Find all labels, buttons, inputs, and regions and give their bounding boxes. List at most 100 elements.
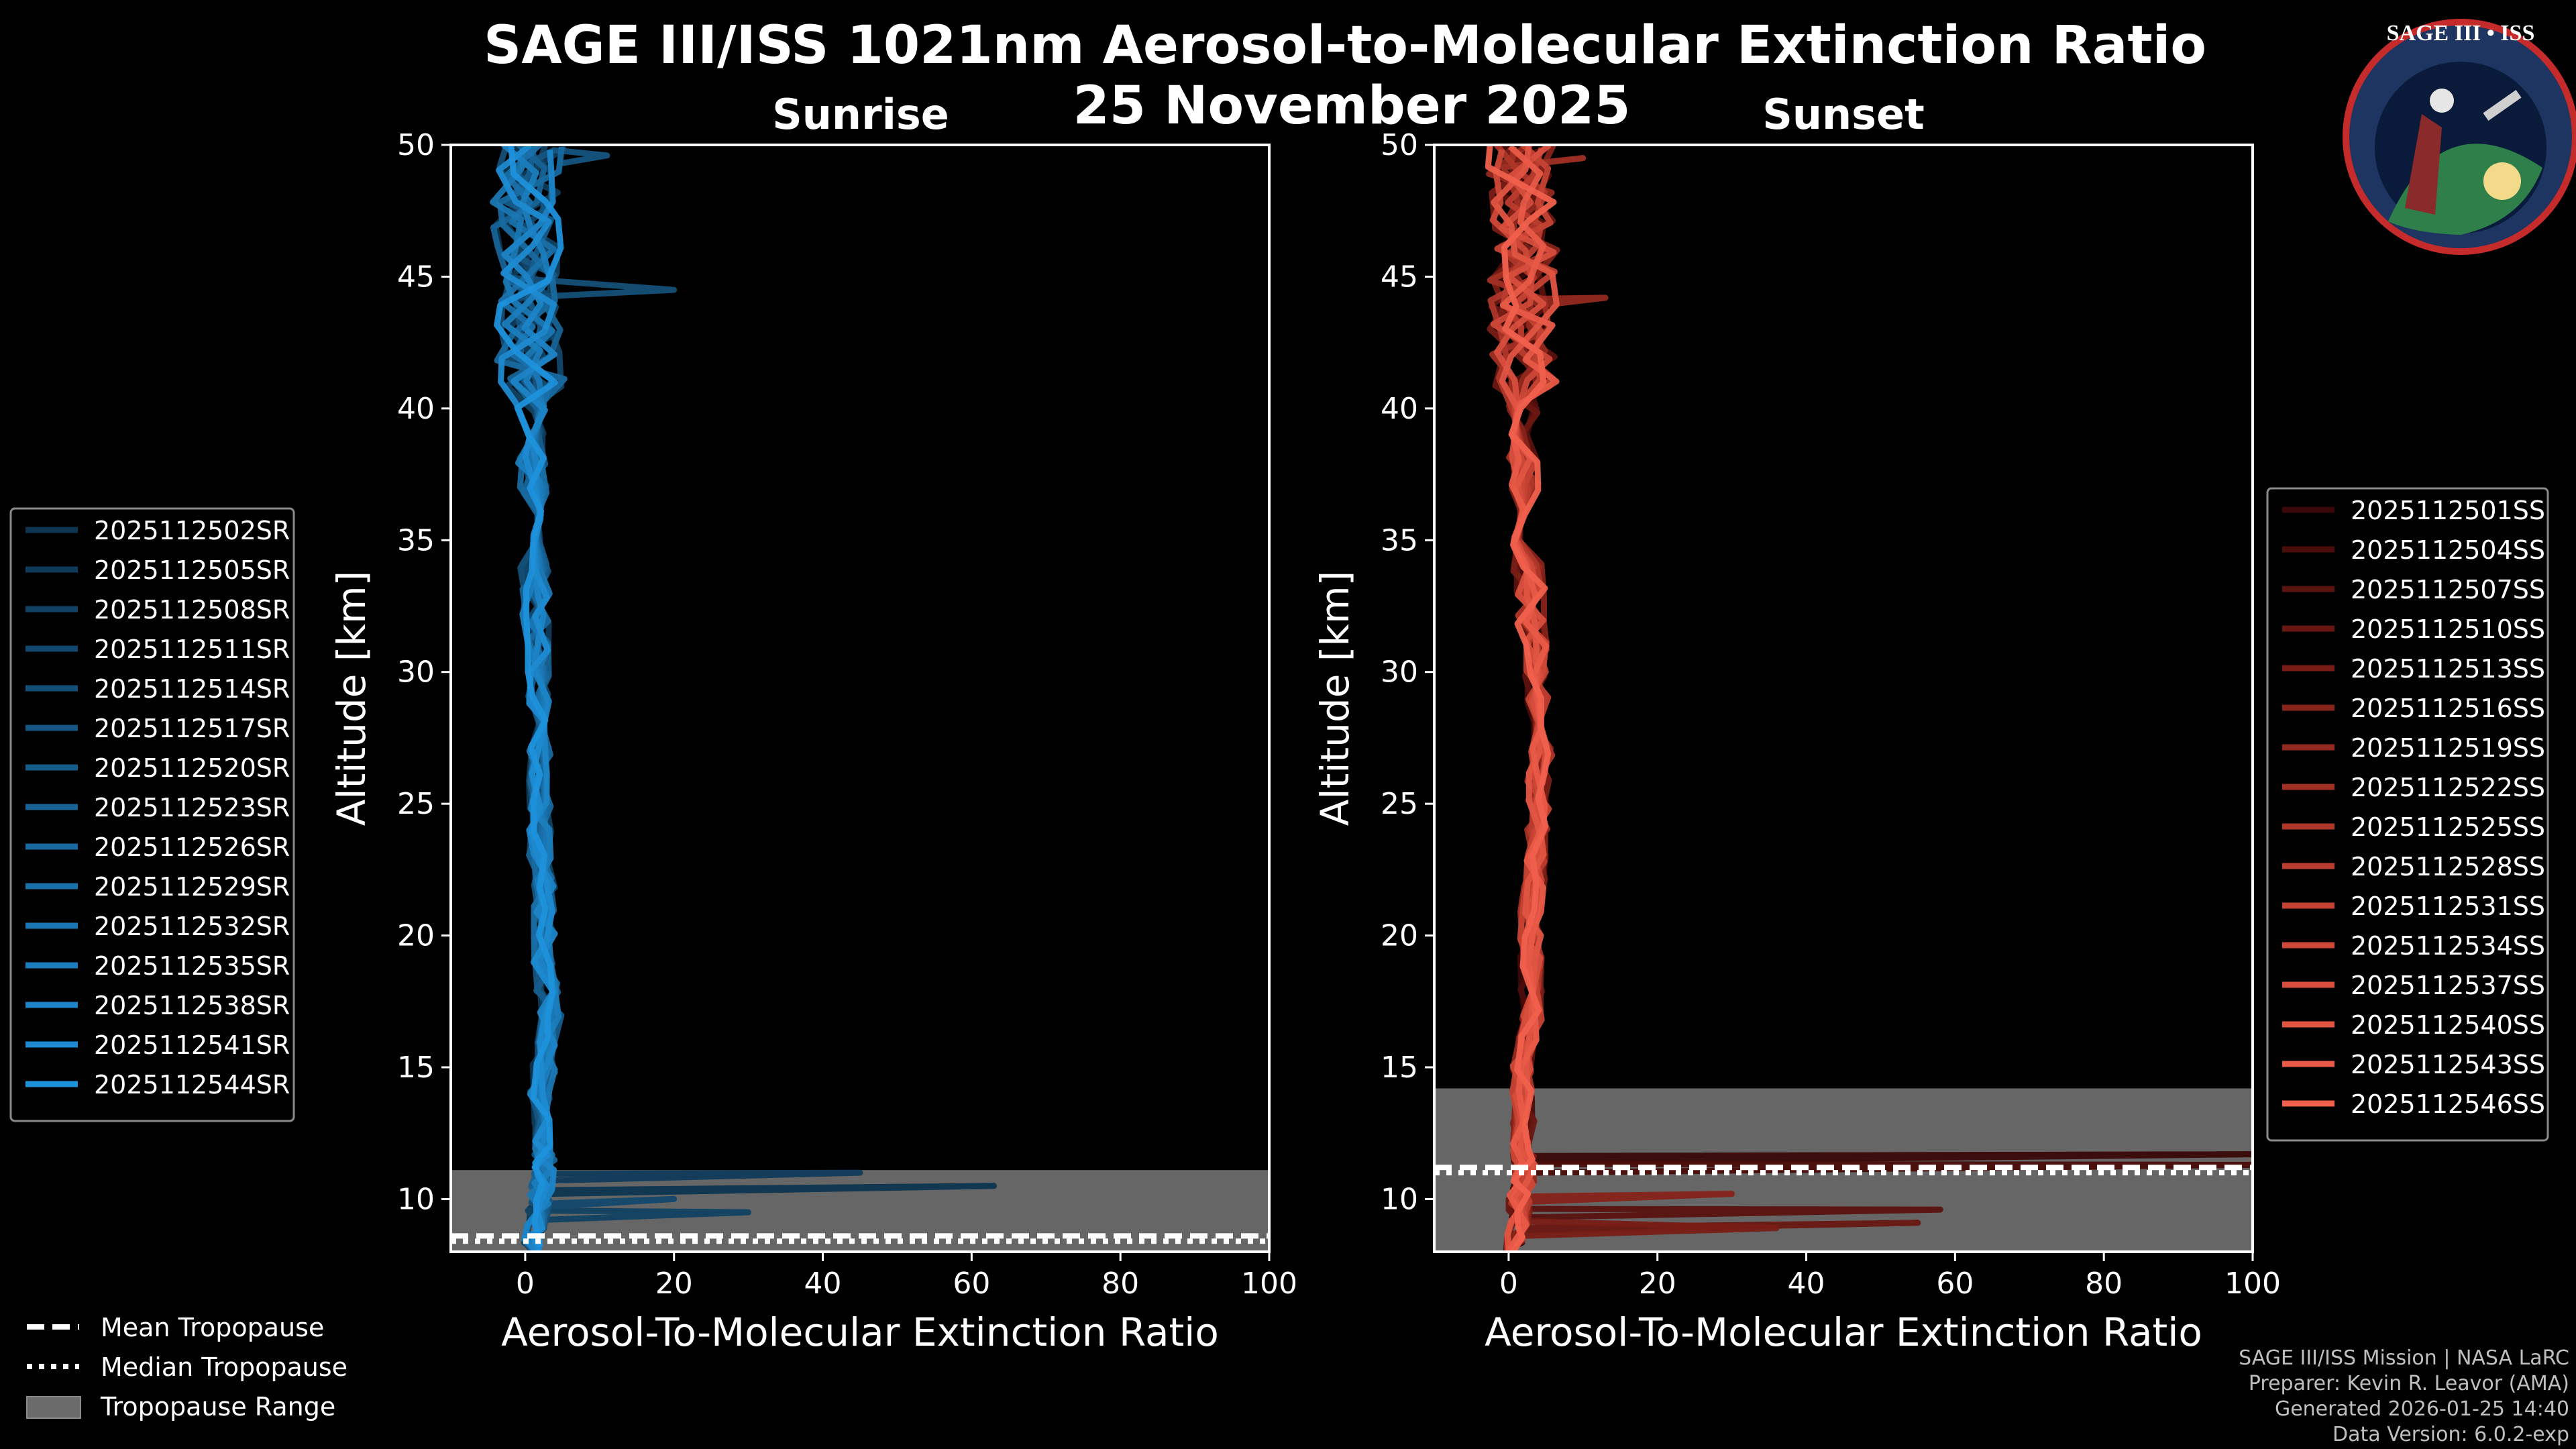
median-tropopause-label: Median Tropopause (101, 1352, 347, 1382)
sunset-legend-label-2025112504SS: 2025112504SS (2351, 535, 2545, 565)
logo-station-icon (2483, 90, 2522, 121)
sunset-ytick-label: 10 (1381, 1182, 1418, 1216)
sunrise-ytick-label: 10 (397, 1182, 435, 1216)
sage-iii-iss-logo: SAGE III • ISS (2343, 19, 2576, 255)
sunrise-ytick-label: 50 (397, 128, 435, 162)
sunset-legend-label-2025112534SS: 2025112534SS (2351, 931, 2545, 961)
sunrise-legend-label-2025112532SR: 2025112532SR (94, 912, 290, 941)
figure-date: 25 November 2025 (1073, 76, 1630, 136)
sunset-legend-label-2025112501SS: 2025112501SS (2351, 496, 2545, 525)
figure-title: SAGE III/ISS 1021nm Aerosol-to-Molecular… (484, 15, 2206, 76)
sunrise-legend-box (9, 507, 295, 1122)
sunrise-legend-label-2025112502SR: 2025112502SR (94, 516, 290, 545)
sunrise-legend-label-2025112505SR: 2025112505SR (94, 555, 290, 585)
sunrise-ytick-label: 15 (397, 1051, 435, 1085)
sunrise-legend-label-2025112511SR: 2025112511SR (94, 635, 290, 664)
sunset-ytick-label: 35 (1381, 523, 1418, 557)
sunrise-panel: 0 20 40 60 80 100 10 15 20 25 30 35 40 45 50 Aerosol-To… (329, 128, 1297, 1355)
sunrise-xtick-label: 80 (1102, 1267, 1139, 1301)
sunrise-xtick-label: 20 (655, 1267, 693, 1301)
sunrise-xtick-label: 40 (804, 1267, 842, 1301)
sunset-panel: 0 20 40 60 80 100 10 15 20 25 30 35 40 45 50 Aerosol-To… (1312, 128, 2281, 1355)
sunset-legend-label-2025112516SS: 2025112516SS (2351, 694, 2545, 723)
sunrise-legend-label-2025112538SR: 2025112538SR (94, 991, 290, 1020)
sunrise-ytick-label: 25 (397, 787, 435, 821)
sunset-legend-label-2025112543SS: 2025112543SS (2351, 1050, 2545, 1079)
sunset-xtick-label: 80 (2085, 1267, 2123, 1301)
sunrise-legend-label-2025112508SR: 2025112508SR (94, 595, 290, 625)
logo-sun-icon (2483, 162, 2521, 200)
sunrise-ytick-label: 30 (397, 655, 435, 690)
sunset-ytick-label: 50 (1381, 128, 1418, 162)
sunset-xtick-label: 0 (1499, 1267, 1518, 1301)
sunset-axes-frame (1433, 144, 2254, 1253)
sunset-legend-label-2025112525SS: 2025112525SS (2351, 812, 2545, 842)
sunrise-legend-label-2025112529SR: 2025112529SR (94, 872, 290, 902)
credit-preparer: Preparer: Kevin R. Leavor (AMA) (2249, 1372, 2569, 1395)
sunrise-ytick-label: 35 (397, 523, 435, 557)
sunrise-legend-label-2025112535SR: 2025112535SR (94, 951, 290, 981)
sunset-xtick-label: 100 (2224, 1267, 2281, 1301)
sunset-legend-label-2025112510SS: 2025112510SS (2351, 614, 2545, 644)
sunset-legend-label-2025112540SS: 2025112540SS (2351, 1010, 2545, 1040)
sunset-legend-label-2025112519SS: 2025112519SS (2351, 733, 2545, 763)
sunrise-legend-label-2025112544SR: 2025112544SR (94, 1070, 290, 1099)
sunset-ytick-label: 45 (1381, 260, 1418, 294)
sunrise-xtick-label: 0 (516, 1267, 535, 1301)
sunrise-legend-label-2025112526SR: 2025112526SR (94, 833, 290, 862)
sunrise-legend-label-2025112514SR: 2025112514SR (94, 674, 290, 704)
sunrise-ytick-label: 45 (397, 260, 435, 294)
sunrise-axes-frame (449, 144, 1271, 1253)
sunrise-ytick-label: 40 (397, 392, 435, 426)
sunrise-series-2025112544SR (494, 145, 564, 1248)
credit-mission: SAGE III/ISS Mission | NASA LaRC (2239, 1346, 2569, 1370)
sunset-ytick-label: 40 (1381, 392, 1418, 426)
sunset-ytick-label: 20 (1381, 919, 1418, 953)
sunset-series-2025112540SS (1491, 145, 1560, 1252)
sunset-ytick-label: 25 (1381, 787, 1418, 821)
logo-moon-icon (2430, 89, 2454, 113)
sunset-series-2025112546SS (1485, 145, 1557, 1252)
sunset-yaxis-label: Altitude [km] (1312, 571, 1358, 826)
sunset-legend-label-2025112546SS: 2025112546SS (2351, 1089, 2545, 1119)
sunrise-profiles (490, 145, 998, 1252)
tropopause-legend: Mean Tropopause Median Tropopause Tropop… (26, 1313, 347, 1421)
sunset-xtick-label: 40 (1788, 1267, 1825, 1301)
sunrise-legend-label-2025112541SR: 2025112541SR (94, 1030, 290, 1060)
sunrise-panel-title: Sunrise (772, 90, 949, 139)
sunset-xaxis-label: Aerosol-To-Molecular Extinction Ratio (1485, 1309, 2202, 1355)
sunset-ytick-label: 30 (1381, 655, 1418, 690)
sunset-xtick-label: 60 (1936, 1267, 1974, 1301)
sunrise-plot-area (451, 145, 1269, 1252)
sunrise-xtick-label: 60 (953, 1267, 990, 1301)
tropopause-range-label: Tropopause Range (100, 1392, 335, 1421)
mean-tropopause-label: Mean Tropopause (101, 1313, 324, 1342)
tropopause-range-swatch (26, 1396, 81, 1419)
sunset-plot-area (1434, 145, 2253, 1252)
sunset-legend-label-2025112537SS: 2025112537SS (2351, 971, 2545, 1000)
sunset-legend-label-2025112507SS: 2025112507SS (2351, 575, 2545, 604)
sunrise-legend: 2025112502SR 2025112505SR 2025112508SR 2025… (9, 507, 295, 1122)
logo-figure-icon (2405, 114, 2442, 215)
sunset-legend-label-2025112522SS: 2025112522SS (2351, 773, 2545, 802)
sunset-ytick-label: 15 (1381, 1051, 1418, 1085)
sunrise-xaxis-label: Aerosol-To-Molecular Extinction Ratio (501, 1309, 1219, 1355)
sunset-legend-label-2025112528SS: 2025112528SS (2351, 852, 2545, 881)
credit-generated: Generated 2026-01-25 14:40 (2275, 1397, 2569, 1421)
sunset-panel-title: Sunset (1762, 90, 1925, 139)
sunset-legend-label-2025112513SS: 2025112513SS (2351, 654, 2545, 684)
sunrise-xtick-label: 100 (1241, 1267, 1297, 1301)
sunset-xtick-label: 20 (1639, 1267, 1676, 1301)
credit-version: Data Version: 6.0.2-exp (2332, 1423, 2569, 1446)
sunset-legend: 2025112501SS 2025112504SS 2025112507SS 2025… (2266, 487, 2549, 1142)
sunrise-legend-label-2025112517SR: 2025112517SR (94, 714, 290, 743)
sunset-legend-label-2025112531SS: 2025112531SS (2351, 892, 2545, 921)
sunrise-legend-label-2025112523SR: 2025112523SR (94, 793, 290, 822)
sunrise-yaxis-label: Altitude [km] (329, 571, 374, 826)
sunrise-ytick-label: 20 (397, 919, 435, 953)
sunset-legend-box (2266, 487, 2549, 1142)
logo-title: SAGE III • ISS (2387, 21, 2535, 46)
credits: SAGE III/ISS Mission | NASA LaRC Prepare… (2239, 1346, 2569, 1446)
sunrise-legend-label-2025112520SR: 2025112520SR (94, 753, 290, 783)
